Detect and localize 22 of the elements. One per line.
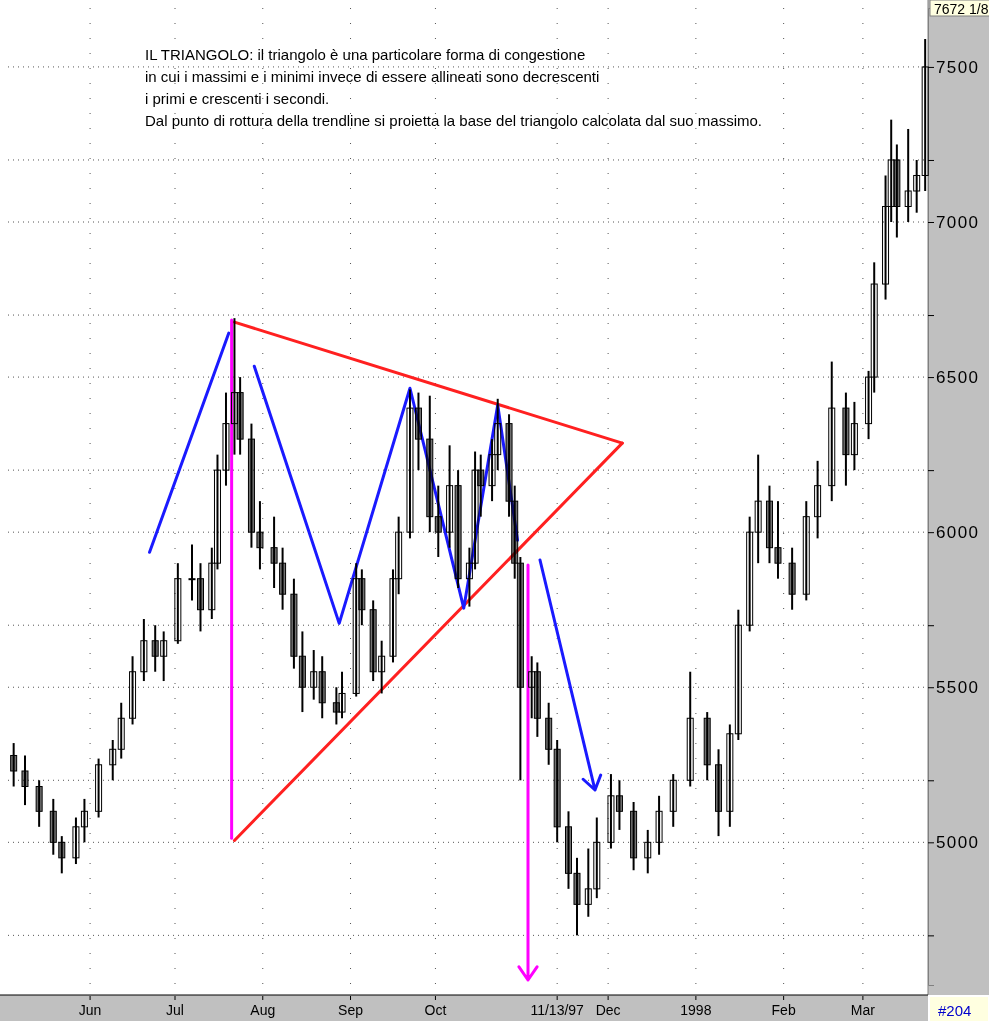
text: #204: [938, 1002, 972, 1019]
x-tick-label: Aug: [250, 1002, 276, 1018]
y-tick-label: 7000: [936, 212, 978, 232]
x-tick-label: 11/13/97: [530, 1002, 585, 1018]
annotation: Dal punto di rottura della trendline si proietta la base del triangolo calcolata dal suo massimo.: [145, 112, 763, 129]
x-tick-label: Feb: [771, 1002, 796, 1018]
x-tick-label: Jul: [166, 1002, 184, 1018]
x-tick-label: Mar: [850, 1002, 876, 1018]
y-tick-label: 5000: [936, 833, 978, 853]
y-tick-label: 7500: [936, 57, 978, 77]
x-tick-label: 1998: [680, 1002, 712, 1018]
annotation: in cui i massimi e i minimi invece di essere allineati sono decrescenti: [145, 68, 600, 85]
x-tick-label: Jun: [78, 1002, 102, 1018]
text: 7672 1/8: [934, 1, 989, 17]
annotation: IL TRIANGOLO: il triangolo è una particolare forma di congestione: [145, 46, 586, 63]
y-tick-label: 6500: [936, 368, 978, 388]
y-tick-label: 6000: [936, 523, 978, 543]
x-tick-label: Oct: [424, 1002, 447, 1018]
x-tick-label: Sep: [338, 1002, 364, 1018]
annotation: i primi e crescenti i secondi.: [145, 90, 330, 107]
x-tick-label: Dec: [595, 1002, 621, 1018]
y-tick-label: 5500: [936, 678, 978, 698]
